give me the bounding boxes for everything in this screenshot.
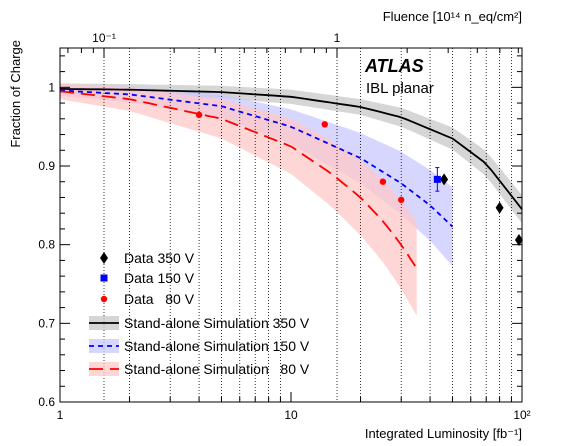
sim-band-0: [60, 83, 522, 224]
data-point: [398, 196, 405, 204]
data-point: [321, 121, 328, 128]
x-tick-label: 10: [284, 408, 298, 422]
legend-marker-0: [100, 252, 108, 264]
legend-label-2: Data 80 V: [124, 291, 195, 307]
legend-marker-1: [100, 274, 108, 282]
data-point: [514, 233, 523, 246]
data-point: [440, 173, 449, 186]
top-axis-label: Fluence [10¹⁴ n_eq/cm²]: [383, 9, 522, 24]
y-tick-label: 1: [48, 80, 55, 94]
top-tick-label-0.1: 10⁻¹: [92, 31, 116, 45]
x-tick-label: 10²: [513, 408, 530, 422]
sim-curve-1: [59, 89, 454, 228]
data-point: [433, 175, 441, 183]
legend-label-5: Stand-alone Simulation 80 V: [124, 361, 310, 377]
y-tick-label: 0.8: [38, 238, 55, 252]
sim-band-2: [60, 83, 417, 316]
data-point: [495, 201, 504, 214]
legend-label-1: Data 150 V: [124, 270, 195, 286]
y-axis-label: Fraction of Charge: [8, 40, 23, 148]
sim-curve-0: [59, 88, 523, 210]
experiment-sublabel: IBL planar: [366, 80, 434, 97]
x-axis-label: Integrated Luminosity [fb⁻¹]: [365, 426, 522, 441]
experiment-label: ATLAS: [364, 56, 424, 76]
legend-label-0: Data 350 V: [124, 250, 195, 266]
data-point: [379, 178, 387, 185]
legend-label-4: Stand-alone Simulation 150 V: [124, 338, 310, 354]
data-point: [195, 111, 203, 119]
y-tick-label: 0.7: [38, 316, 55, 330]
x-tick-label: 1: [57, 408, 64, 422]
sim-curve-2: [59, 90, 418, 269]
legend-marker-2: [100, 295, 108, 303]
top-tick-label-1: 1: [334, 31, 341, 45]
legend: Data 350 V Data 150 V Data 80 V Stand-alone…: [89, 250, 310, 377]
legend-band-5: [89, 362, 119, 376]
legend-band-4: [89, 339, 119, 353]
legend-label-3: Stand-alone Simulation 350 V: [124, 315, 310, 331]
y-tick-label: 0.9: [38, 159, 55, 173]
y-tick-label: 0.6: [38, 395, 55, 409]
